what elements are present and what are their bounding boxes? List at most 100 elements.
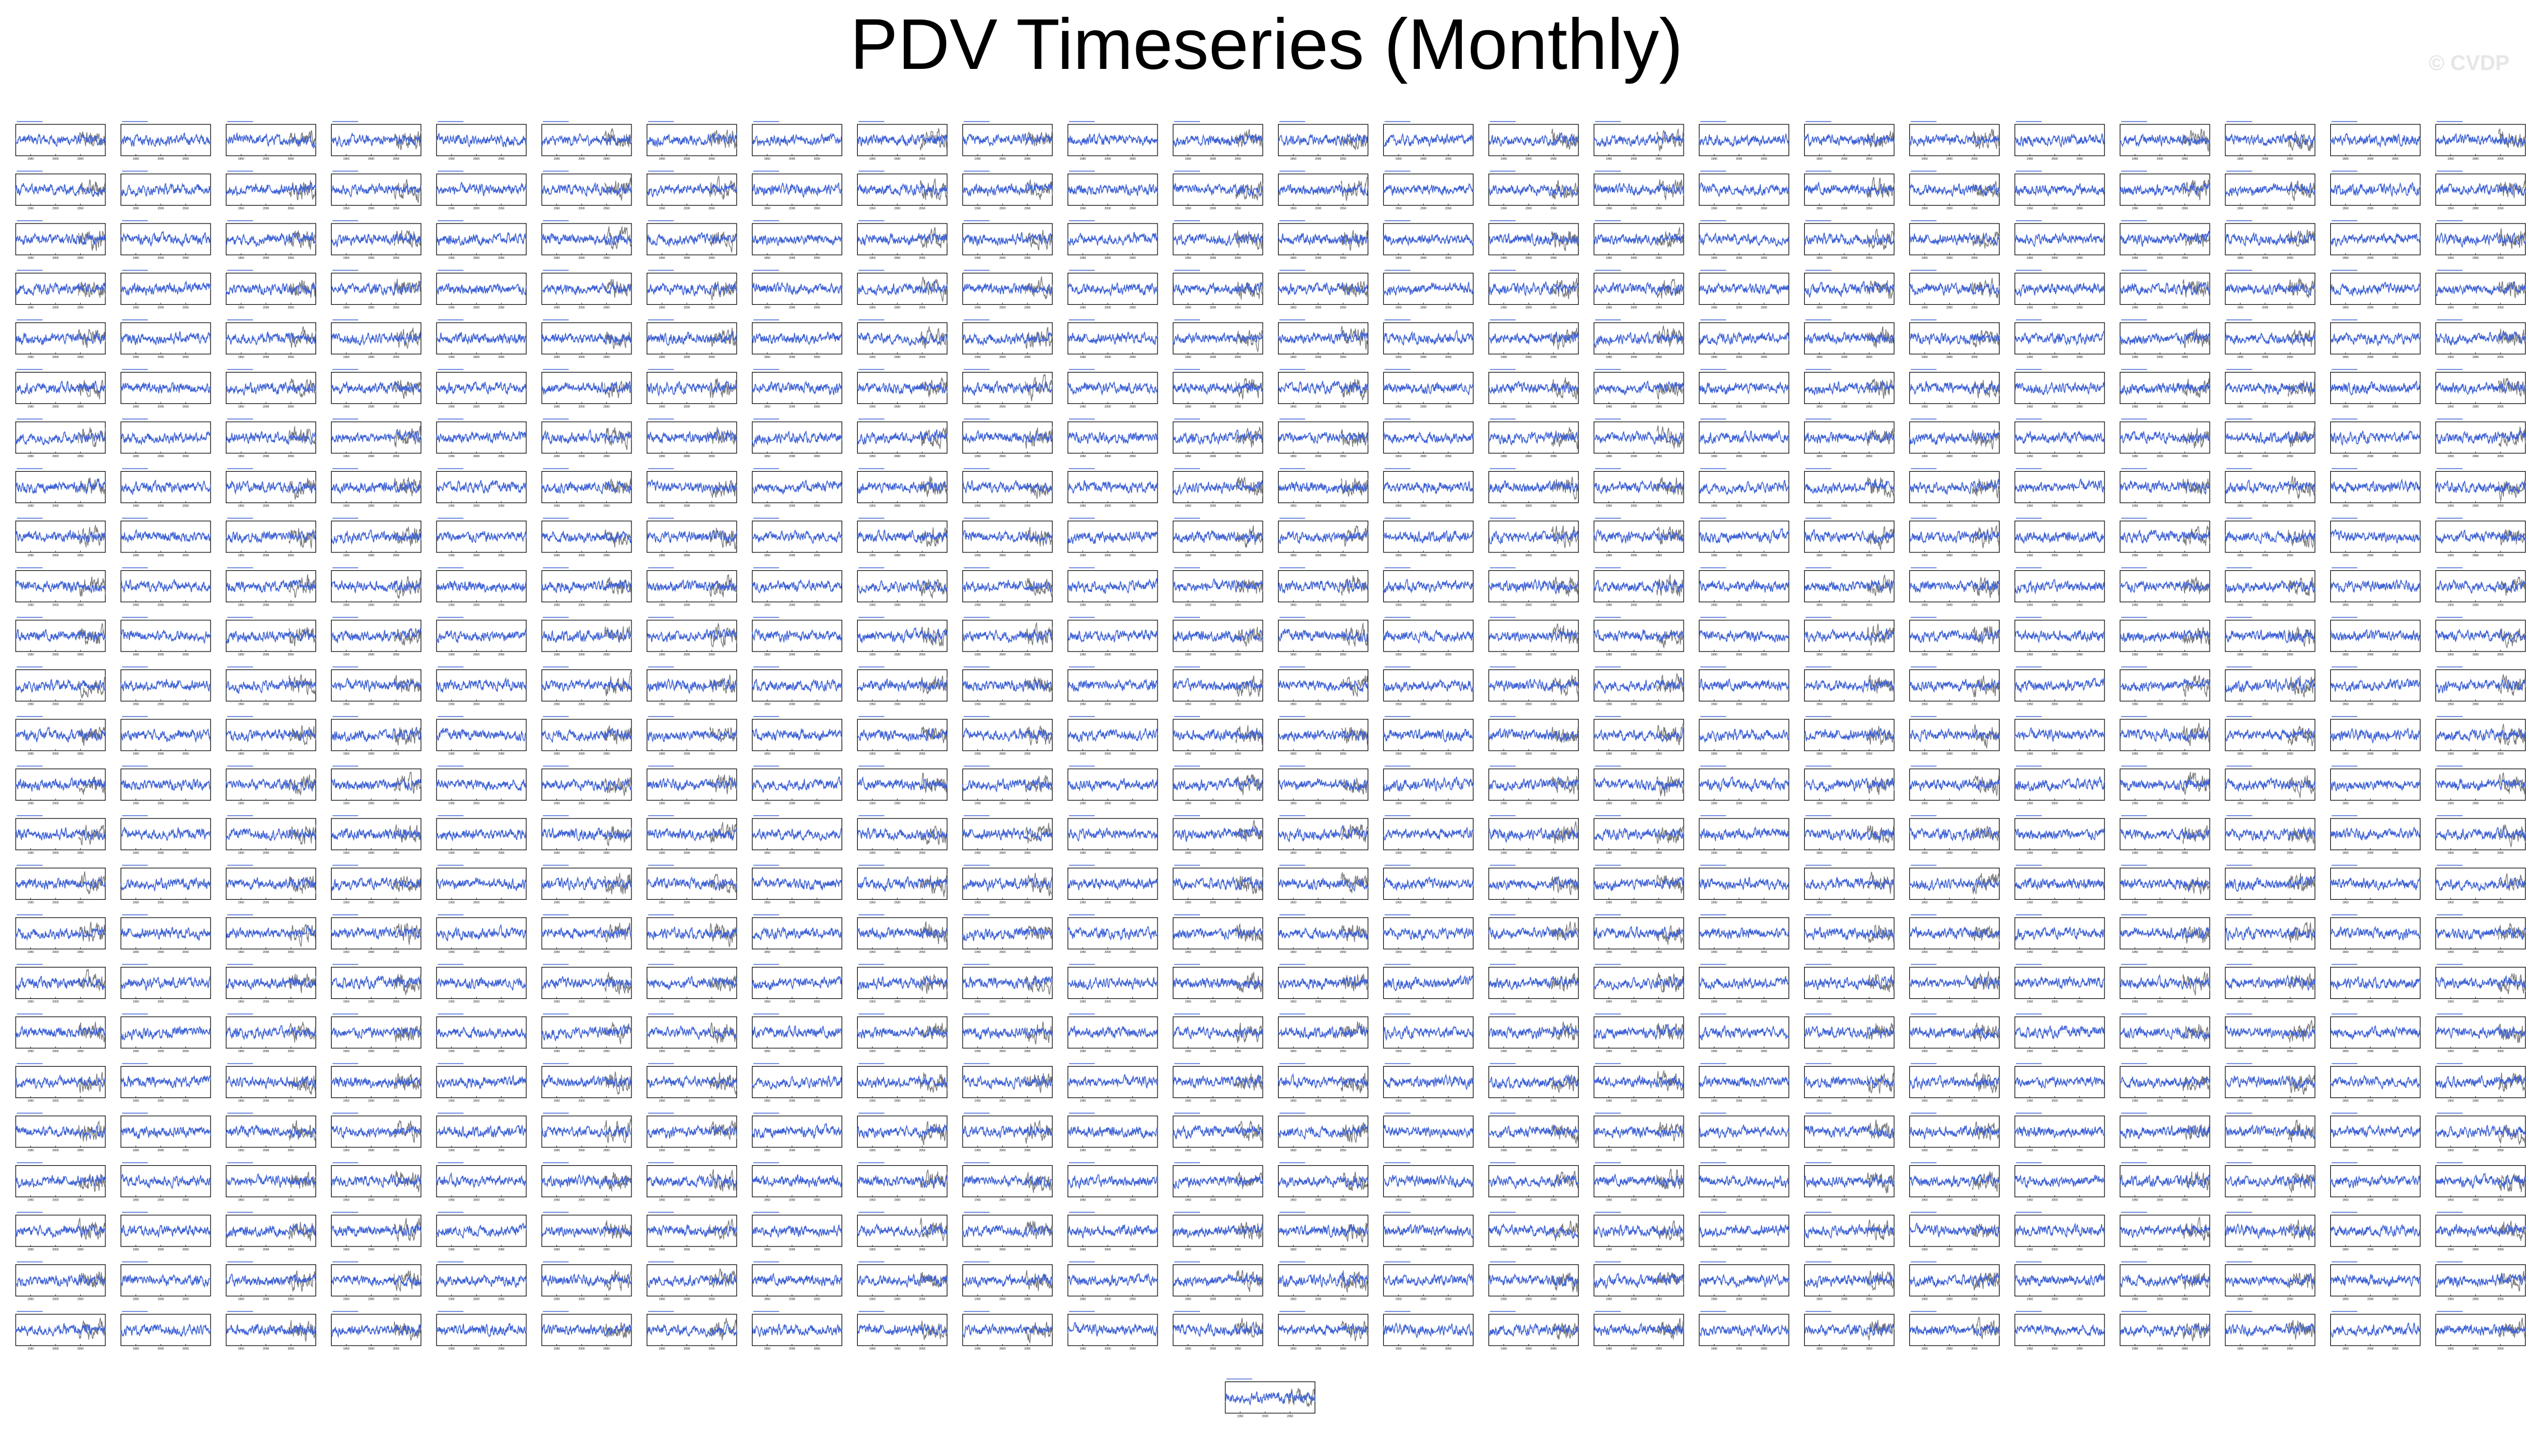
timeseries-panel: 1950 2000 2050 xyxy=(120,914,211,954)
x-tick-label: 2000 xyxy=(2367,554,2373,557)
x-tick-label: 2000 xyxy=(1105,554,1111,557)
x-tick-label: 1950 xyxy=(659,306,665,310)
series-line xyxy=(1593,629,1684,643)
x-tick-label: 2050 xyxy=(1656,406,1662,409)
x-tick-label: 2050 xyxy=(1235,207,1241,211)
x-tick-label: 1950 xyxy=(27,356,34,359)
x-tick-label: 1950 xyxy=(1606,951,1612,954)
series-line xyxy=(16,580,106,593)
x-tick-label: 2050 xyxy=(498,951,504,954)
series-line xyxy=(1383,132,1474,147)
timeseries-panel: 1950 2000 2050 xyxy=(1173,269,1263,310)
timeseries-panel: 1950 2000 2050 xyxy=(15,170,106,211)
x-tick-label: 2050 xyxy=(288,306,294,310)
series-line xyxy=(2330,133,2421,148)
x-tick-label: 2000 xyxy=(1105,752,1111,756)
x-tick-label: 1950 xyxy=(764,356,770,359)
timeseries-panel: 1950 2000 2050 xyxy=(962,666,1053,706)
x-tick-label: 2000 xyxy=(789,703,795,706)
x-tick-label: 1950 xyxy=(974,703,980,706)
timeseries-panel: 1950 2000 2050 xyxy=(2225,518,2316,557)
timeseries-panel: 1950 2000 2050 xyxy=(1488,518,1579,557)
x-tick-label: 2050 xyxy=(814,802,820,806)
timeseries-panel: 1950 2000 2050 xyxy=(2225,666,2316,706)
x-tick-label: 2000 xyxy=(1946,802,1953,806)
x-tick-label: 1950 xyxy=(1816,802,1823,806)
observations-line xyxy=(2498,479,2526,501)
x-tick-label: 2050 xyxy=(1024,306,1030,310)
timeseries-panel: 1950 2000 2050 xyxy=(2435,418,2526,458)
x-tick-label: 1950 xyxy=(659,207,665,211)
series-line xyxy=(2330,728,2421,744)
series-line xyxy=(1909,431,2000,445)
x-tick-label: 2050 xyxy=(1550,257,1556,260)
x-tick-label: 2000 xyxy=(2052,951,2058,954)
timeseries-panel: 1950 2000 2050 xyxy=(331,269,422,310)
x-tick-label: 1950 xyxy=(974,554,980,557)
x-tick-label: 2000 xyxy=(2367,703,2373,706)
x-tick-label: 2000 xyxy=(2472,604,2479,607)
observations-line xyxy=(1025,276,1053,300)
x-tick-label: 2000 xyxy=(2262,852,2268,855)
x-tick-label: 2000 xyxy=(1631,257,1637,260)
x-tick-label: 2050 xyxy=(77,356,83,359)
series-line xyxy=(541,579,632,594)
x-tick-label: 2000 xyxy=(1420,505,1426,508)
x-tick-label: 2000 xyxy=(53,901,59,905)
x-tick-label: 1950 xyxy=(448,752,454,756)
x-tick-label: 1950 xyxy=(1185,1001,1191,1004)
x-tick-label: 2050 xyxy=(1866,257,1872,260)
x-tick-label: 2050 xyxy=(1130,703,1136,706)
series-line xyxy=(1699,282,1790,295)
x-tick-label: 2000 xyxy=(579,455,585,458)
x-tick-label: 1950 xyxy=(1290,802,1296,806)
x-tick-label: 2050 xyxy=(2076,951,2083,954)
timeseries-panel: 1950 2000 2050 xyxy=(2330,269,2421,310)
series-line xyxy=(1804,232,1895,246)
x-tick-label: 2050 xyxy=(1761,951,1767,954)
observations-line xyxy=(393,131,422,151)
x-tick-label: 2000 xyxy=(2052,1001,2058,1004)
timeseries-panel: 1950 2000 2050 xyxy=(541,964,632,1004)
x-tick-label: 2000 xyxy=(473,406,480,409)
series-line xyxy=(1804,678,1895,694)
x-tick-label: 1950 xyxy=(238,505,244,508)
observations-line xyxy=(393,179,422,204)
x-tick-label: 2000 xyxy=(1841,157,1847,161)
series-line xyxy=(2225,480,2316,495)
x-tick-label: 2050 xyxy=(919,505,925,508)
series-line xyxy=(1909,530,2000,544)
x-tick-label: 1950 xyxy=(1711,406,1717,409)
x-tick-label: 2050 xyxy=(2497,802,2503,806)
x-tick-label: 2050 xyxy=(498,554,504,557)
x-tick-label: 1950 xyxy=(1080,1001,1086,1004)
x-tick-label: 1950 xyxy=(1185,951,1191,954)
timeseries-panel: 1950 2000 2050 xyxy=(1173,418,1263,458)
x-tick-label: 2050 xyxy=(77,1001,83,1004)
x-tick-label: 1950 xyxy=(1500,505,1507,508)
x-tick-label: 2000 xyxy=(2367,951,2373,954)
x-tick-label: 2050 xyxy=(2287,852,2293,855)
x-tick-label: 1950 xyxy=(1922,505,1928,508)
x-tick-label: 1950 xyxy=(659,157,665,161)
timeseries-panel: 1950 2000 2050 xyxy=(120,964,211,1004)
series-line xyxy=(225,282,317,296)
x-tick-label: 1950 xyxy=(764,554,770,557)
x-tick-label: 1950 xyxy=(2343,852,2349,855)
x-tick-label: 2000 xyxy=(157,752,164,756)
x-tick-label: 2000 xyxy=(1105,951,1111,954)
x-tick-label: 2000 xyxy=(53,604,59,607)
x-tick-label: 2000 xyxy=(2262,604,2268,607)
x-tick-label: 2050 xyxy=(1971,306,1977,310)
x-tick-label: 2000 xyxy=(1946,406,1953,409)
x-tick-label: 2000 xyxy=(1946,604,1953,607)
observations-line xyxy=(919,127,947,151)
x-tick-label: 1950 xyxy=(2448,455,2454,458)
series-line xyxy=(2435,232,2526,248)
x-tick-label: 2050 xyxy=(1656,752,1662,756)
x-tick-label: 2050 xyxy=(1971,455,1977,458)
x-tick-label: 1950 xyxy=(133,306,139,310)
x-tick-label: 1950 xyxy=(764,703,770,706)
timeseries-panel: 1950 2000 2050 xyxy=(1383,864,1474,905)
x-tick-label: 2050 xyxy=(1235,157,1241,161)
